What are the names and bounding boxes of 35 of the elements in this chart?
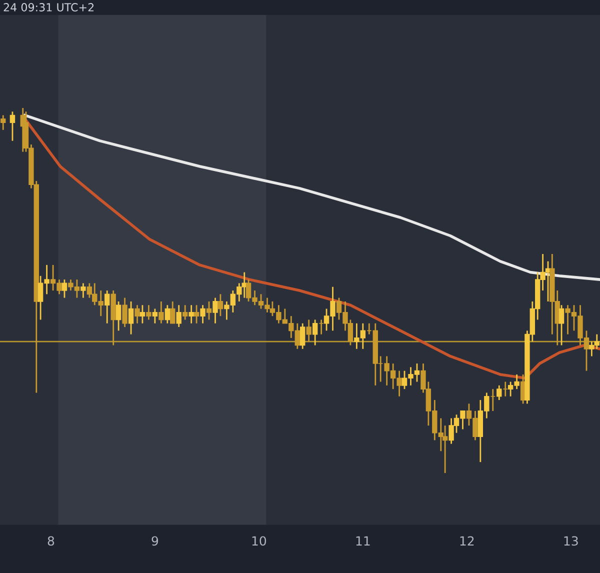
candlestick xyxy=(80,282,86,299)
candlestick xyxy=(558,304,564,346)
candlestick xyxy=(146,304,152,320)
candlestick xyxy=(218,293,224,317)
candlestick xyxy=(312,319,318,346)
text: 24 09:31 UTC+2 xyxy=(4,3,94,12)
candlestick xyxy=(194,304,200,324)
candlestick xyxy=(128,300,134,336)
candlestick xyxy=(62,278,68,299)
candlestick xyxy=(188,304,194,324)
candlestick xyxy=(134,304,140,324)
x-tick-label: 13 xyxy=(564,536,578,546)
x-tick-label: 8 xyxy=(48,536,54,546)
candlestick xyxy=(496,384,502,401)
candlestick xyxy=(116,300,122,332)
candlestick xyxy=(158,300,164,324)
candlestick xyxy=(104,290,110,324)
candlestick xyxy=(206,300,212,320)
candlestick xyxy=(200,304,206,324)
candlestick xyxy=(212,297,218,324)
candlestick xyxy=(152,308,158,324)
candlestick xyxy=(0,114,6,131)
x-tick-label: 12 xyxy=(460,536,474,546)
candlestick xyxy=(306,319,312,342)
candlestick xyxy=(10,110,16,142)
candlestick xyxy=(300,322,306,350)
x-tick-label: 11 xyxy=(356,536,370,546)
x-tick-label: 9 xyxy=(152,536,158,546)
x-tick-label: 10 xyxy=(252,536,266,546)
candlestick xyxy=(140,304,146,324)
candlestick xyxy=(122,297,128,328)
candlestick xyxy=(170,300,176,324)
candlestick xyxy=(182,304,188,320)
candlestick xyxy=(176,304,182,328)
candlestick xyxy=(164,304,170,324)
